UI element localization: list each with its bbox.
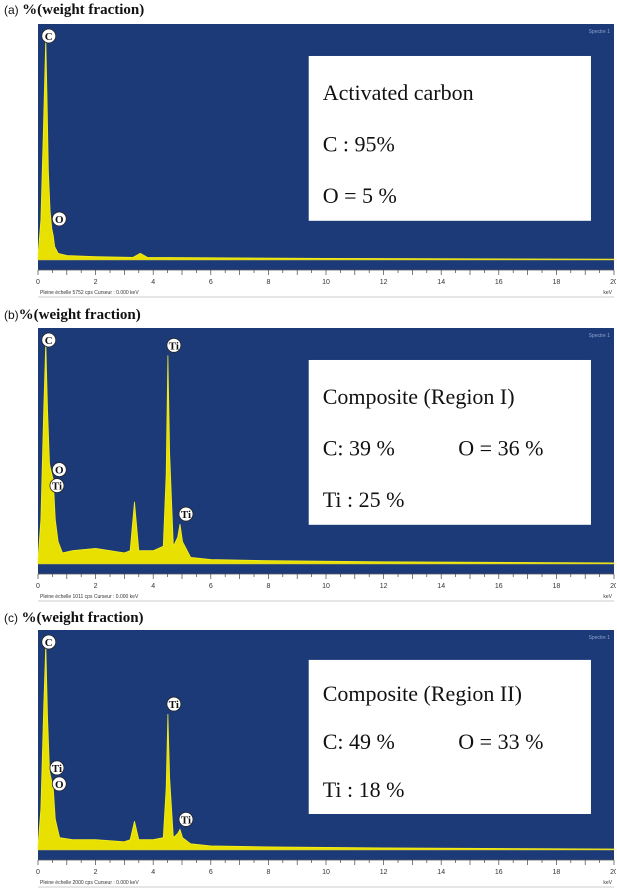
panel-b-label: (b) (4, 308, 19, 322)
inset-box (308, 659, 591, 814)
x-tick-label: 4 (151, 869, 155, 876)
peak-label-badge (166, 696, 182, 712)
peak-label-c: C (45, 335, 53, 347)
inset-box (308, 55, 591, 221)
peak-label-c: C (45, 31, 53, 43)
panel-c-label: (c) (4, 611, 18, 625)
peak-label-badge (41, 332, 57, 348)
inset-title: Composite (Region II) (323, 681, 522, 706)
peak-label-badge (49, 478, 65, 494)
x-axis-label: keV (603, 290, 612, 296)
x-tick-label: 6 (209, 869, 213, 876)
x-tick-label: 0 (36, 869, 40, 876)
inset-line: O = 5 % (323, 183, 397, 208)
peak-label-ti: Ti (169, 340, 179, 352)
footer-left: Pleine échelle 1011 cps Curseur : 0.000 … (40, 594, 139, 600)
panel-c-title: %(weight fraction) (21, 610, 144, 626)
x-tick-label: 4 (151, 583, 155, 590)
peak-label-ti: Ti (181, 509, 191, 521)
inset-line: Ti : 18 % (323, 777, 405, 802)
x-tick-label: 10 (322, 583, 330, 590)
peak-label-c: C (45, 637, 53, 649)
baseline-strip (38, 564, 614, 574)
x-tick-label: 8 (266, 869, 270, 876)
spectrum-panel-a: Spectre 1 C O Activated carbon C : 95% O = 5 … (36, 24, 616, 298)
x-tick-label: 14 (437, 869, 445, 876)
x-tick-label: 12 (380, 279, 388, 286)
x-axis-label: keV (603, 880, 612, 886)
x-tick-label: 14 (437, 583, 445, 590)
x-tick-label: 8 (266, 583, 270, 590)
peak-label-ti: Ti (52, 481, 62, 493)
x-tick-label: 0 (36, 279, 40, 286)
x-tick-label: 6 (209, 583, 213, 590)
peak-label-badge (166, 337, 182, 353)
x-tick-label: 14 (437, 279, 445, 286)
panel-b-title: %(weight fraction) (18, 307, 141, 323)
panel-b-heading: (b)%(weight fraction) (4, 307, 141, 325)
x-tick-label: 16 (495, 279, 503, 286)
x-tick-label: 20 (610, 869, 616, 876)
x-tick-label: 2 (94, 869, 98, 876)
peak-label-badge (178, 506, 194, 522)
corner-label: Spectre 1 (589, 333, 611, 339)
peak-label-badge (49, 760, 65, 776)
spectrum-panel-b: Spectre 1 C O Ti Ti Ti Composite (Region I) C: … (36, 328, 616, 602)
peak-label-badge (51, 776, 67, 792)
inset-box (308, 359, 591, 525)
x-axis-label: keV (603, 594, 612, 600)
x-tick-label: 10 (322, 279, 330, 286)
x-tick-label: 10 (322, 869, 330, 876)
spectrum-area (37, 341, 615, 565)
panel-a-label: (a) (4, 3, 19, 17)
peak-label-badge (41, 634, 57, 650)
corner-label: Spectre 1 (589, 635, 611, 641)
x-tick-label: 4 (151, 279, 155, 286)
peak-label-ti: Ti (52, 763, 62, 775)
peak-label-o: O (55, 214, 64, 226)
spectrum-area (37, 643, 615, 851)
x-tick-label: 18 (553, 869, 561, 876)
panel-a-heading: (a) %(weight fraction) (4, 2, 144, 20)
x-tick-label: 20 (610, 583, 616, 590)
inset-line: O = 33 % (458, 729, 543, 754)
baseline-strip (38, 850, 614, 860)
peak-label-badge (178, 811, 194, 827)
x-tick-label: 16 (495, 869, 503, 876)
peak-label-badge (51, 462, 67, 478)
peak-label-ti: Ti (169, 699, 179, 711)
footer-left: Pleine échelle 2000 cps Curseur : 0.000 … (40, 880, 139, 886)
peak-label-o: O (55, 779, 64, 791)
peak-label-badge (41, 28, 57, 44)
peak-label-ti: Ti (181, 814, 191, 826)
x-tick-label: 2 (94, 279, 98, 286)
inset-line: O = 36 % (458, 435, 543, 460)
x-tick-label: 12 (380, 583, 388, 590)
inset-line: Ti : 25 % (323, 487, 405, 512)
panel-a-title: %(weight fraction) (22, 2, 145, 18)
x-tick-label: 2 (94, 583, 98, 590)
spectrum-panel-c: Spectre 1 C Ti O Ti Ti Composite (Region II) C:… (36, 630, 616, 888)
peak-label-o: O (55, 465, 64, 477)
corner-label: Spectre 1 (589, 29, 611, 35)
x-tick-label: 12 (380, 869, 388, 876)
baseline-strip (38, 260, 614, 270)
x-tick-label: 0 (36, 583, 40, 590)
x-tick-label: 8 (266, 279, 270, 286)
footer-left: Pleine échelle 5752 cps Curseur : 0.000 … (40, 290, 139, 296)
inset-title: Composite (Region I) (323, 384, 515, 409)
inset-title: Activated carbon (323, 80, 474, 105)
spectrum-area (37, 37, 615, 261)
x-tick-label: 18 (553, 583, 561, 590)
x-tick-label: 18 (553, 279, 561, 286)
x-tick-label: 20 (610, 279, 616, 286)
inset-line: C : 95% (323, 131, 395, 156)
x-tick-label: 16 (495, 583, 503, 590)
panel-c-heading: (c) %(weight fraction) (4, 610, 144, 628)
inset-line: C: 39 % (323, 435, 395, 460)
x-tick-label: 6 (209, 279, 213, 286)
inset-line: C: 49 % (323, 729, 395, 754)
peak-label-badge (51, 211, 67, 227)
